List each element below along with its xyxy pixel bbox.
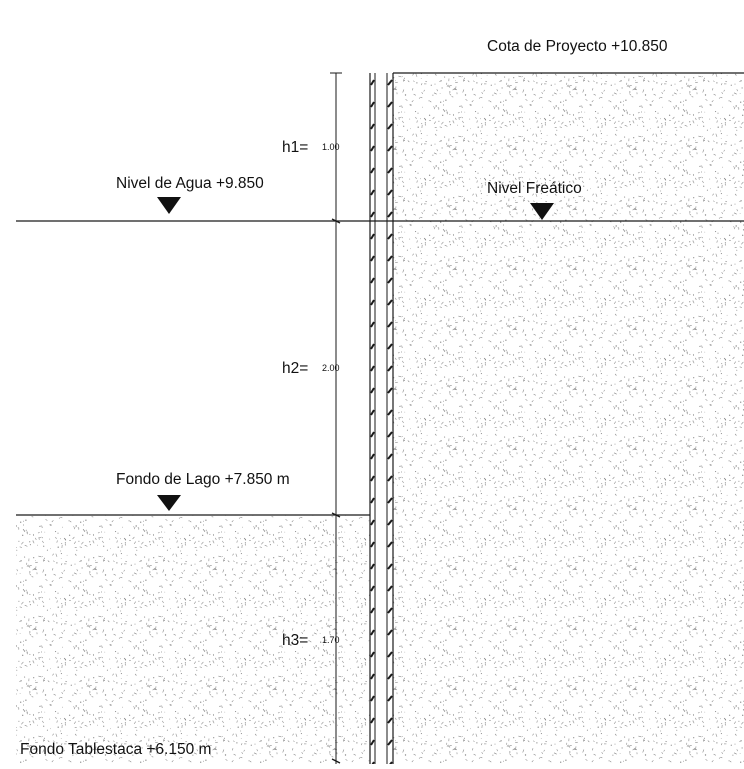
retained-soil-zone: [393, 73, 744, 764]
design-level-label: Cota de Proyecto +10.850: [487, 38, 668, 55]
water-level-label: Nivel de Agua +9.850: [116, 175, 264, 192]
dimension-line: [330, 72, 342, 764]
h3-value: 1.70: [322, 635, 340, 645]
water-level-marker-icon: [157, 197, 181, 214]
water-table-marker-icon: [530, 203, 554, 220]
lake-bottom-soil-zone: [16, 515, 370, 764]
sheet-pile-wall: [369, 73, 394, 768]
h3-label: h3=: [282, 632, 308, 649]
h1-label: h1=: [282, 139, 308, 156]
sheet-pile-bottom-label: Fondo Tablestaca +6.150 m: [20, 741, 211, 758]
h2-label: h2=: [282, 360, 308, 377]
h1-value: 1.00: [322, 142, 340, 152]
lake-bottom-marker-icon: [157, 495, 181, 511]
water-table-label: Nivel Freático: [487, 180, 582, 197]
h2-value: 2.00: [322, 363, 340, 373]
sheet-pile-hatching: [370, 79, 393, 768]
lake-bottom-label: Fondo de Lago +7.850 m: [116, 471, 290, 488]
